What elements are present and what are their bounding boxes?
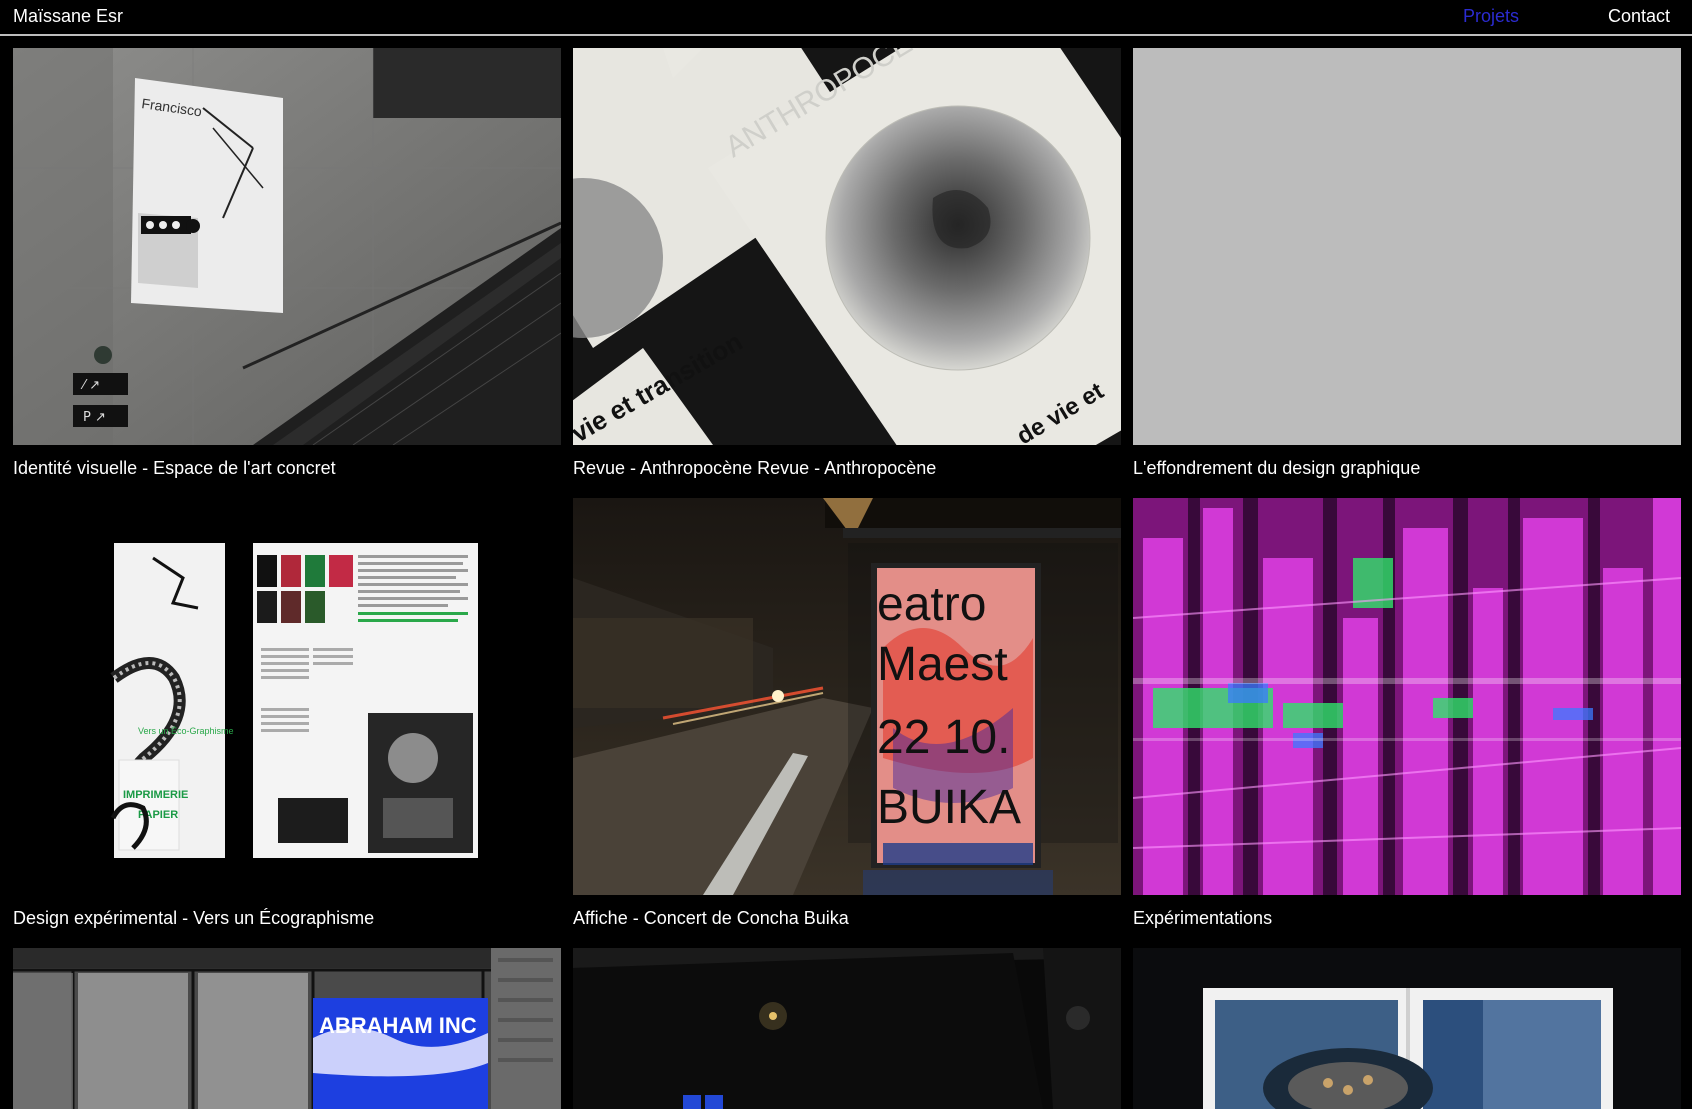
project-card-identite-visuelle[interactable]: Francisco ⁄ ↗ P ↗ Identité visuelle - Es… [13, 48, 561, 478]
project-card-row3-3[interactable] [1133, 948, 1681, 1109]
eco-graphisme-text: Vers un Éco-Graphisme [138, 726, 234, 736]
project-card-row3-1[interactable]: ABRAHAM INC [13, 948, 561, 1109]
project-thumbnail[interactable]: eatro Maest 22 10. BUIKA [573, 498, 1121, 895]
open-magazine-image [1133, 948, 1681, 1109]
project-thumbnail[interactable] [1133, 498, 1681, 895]
project-caption[interactable]: Expérimentations [1133, 908, 1273, 928]
nav-link-projets[interactable]: Projets [1463, 6, 1520, 26]
abraham-poster-text: ABRAHAM INC [319, 1013, 477, 1038]
project-card-row3-2[interactable] [573, 948, 1121, 1109]
svg-text:P ↗: P ↗ [83, 410, 106, 425]
nav-link-contact[interactable]: Contact [1608, 6, 1671, 26]
project-thumbnail[interactable]: Francisco ⁄ ↗ P ↗ [13, 48, 561, 445]
dark-night-street-image [573, 948, 1121, 1109]
anthropocene-magazine-image: vie et transition ANTHROPOCÈNE de vie et [573, 48, 1121, 445]
poster-text-line2: Maest [877, 638, 1008, 691]
project-card-revue-anthropocene[interactable]: vie et transition ANTHROPOCÈNE de vie et… [573, 48, 1121, 478]
project-thumbnail[interactable] [1133, 948, 1681, 1109]
poster-text-line4: BUIKA [877, 781, 1021, 834]
project-thumbnail[interactable]: Vers un Éco-Graphisme IMPRIMERIE PAPIER [13, 498, 561, 895]
project-card-experimentations[interactable]: Expérimentations [1133, 498, 1681, 928]
blue-poster-glass-image: ABRAHAM INC [13, 948, 561, 1109]
poster-in-stairwell-image: Francisco ⁄ ↗ P ↗ [13, 48, 561, 445]
poster-text-line3: 22 10. [877, 711, 1010, 764]
site-title-link[interactable]: Maïssane Esr [13, 6, 124, 26]
bus-stop-poster-image: eatro Maest 22 10. BUIKA [573, 498, 1121, 895]
project-caption[interactable]: Affiche - Concert de Concha Buika [573, 908, 849, 928]
booklet-spread-image: Vers un Éco-Graphisme IMPRIMERIE PAPIER [13, 498, 561, 895]
project-caption[interactable]: L'effondrement du design graphique [1133, 458, 1421, 478]
svg-text:⁄ ↗: ⁄ ↗ [80, 378, 100, 393]
project-card-design-experimental[interactable]: Vers un Éco-Graphisme IMPRIMERIE PAPIER [13, 498, 561, 928]
project-card-effondrement[interactable]: L'effondrement du design graphique [1133, 48, 1681, 478]
project-thumbnail[interactable]: ABRAHAM INC [13, 948, 561, 1109]
project-caption[interactable]: Design expérimental - Vers un Écographis… [13, 908, 375, 928]
top-navigation-bar: Maïssane Esr Projets Contact [0, 0, 1692, 36]
magenta-glitch-image [1133, 498, 1681, 895]
project-caption[interactable]: Identité visuelle - Espace de l'art conc… [13, 458, 336, 478]
project-thumbnail[interactable] [1133, 48, 1681, 445]
poster-text-line1: eatro [877, 578, 986, 631]
project-thumbnail[interactable]: vie et transition ANTHROPOCÈNE de vie et [573, 48, 1121, 445]
project-card-affiche-concha-buika[interactable]: eatro Maest 22 10. BUIKA Affiche - Conce… [573, 498, 1121, 928]
project-thumbnail[interactable] [573, 948, 1121, 1109]
project-caption[interactable]: Revue - Anthropocène Revue - Anthropocèn… [573, 458, 937, 478]
imprimerie-text: IMPRIMERIE [123, 789, 188, 801]
